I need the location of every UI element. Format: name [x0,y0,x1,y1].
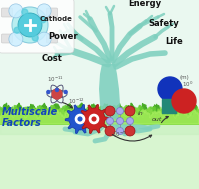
Polygon shape [79,105,109,133]
Polygon shape [99,64,120,119]
Bar [0,109,199,134]
Circle shape [105,106,115,116]
Circle shape [125,106,135,116]
Text: out: out [152,117,162,122]
Circle shape [125,126,135,136]
Circle shape [14,27,20,33]
Circle shape [127,118,134,125]
FancyBboxPatch shape [0,0,74,53]
FancyBboxPatch shape [1,34,13,43]
Text: $10^{-11}$: $10^{-11}$ [47,75,64,84]
Text: Cathode: Cathode [40,16,73,22]
Text: Safety: Safety [148,19,179,28]
Circle shape [78,117,82,121]
Bar [162,99,176,113]
FancyArrowPatch shape [112,135,152,141]
Text: $10^{0}$: $10^{0}$ [182,80,193,89]
Circle shape [106,118,113,125]
Text: Life: Life [165,37,183,46]
FancyBboxPatch shape [1,8,13,17]
Circle shape [9,32,23,46]
Text: Energy: Energy [128,0,161,8]
FancyArrowPatch shape [161,116,168,123]
Circle shape [172,89,196,113]
Circle shape [12,7,48,43]
Text: Cost: Cost [42,54,63,63]
Circle shape [40,17,46,23]
Circle shape [116,108,124,115]
Text: $10^{-12}$: $10^{-12}$ [68,97,85,106]
Circle shape [9,4,23,18]
Text: Factors: Factors [2,118,42,128]
Polygon shape [65,105,95,133]
Circle shape [56,88,59,91]
Circle shape [92,117,96,121]
Circle shape [47,91,50,94]
FancyBboxPatch shape [47,8,58,17]
Text: in: in [138,111,144,116]
Circle shape [32,35,38,41]
Circle shape [52,89,62,99]
Circle shape [116,118,124,125]
Text: Multiscale: Multiscale [2,107,58,117]
FancyArrowPatch shape [63,103,72,108]
Circle shape [116,128,124,135]
FancyBboxPatch shape [47,34,58,43]
Circle shape [75,114,85,124]
Text: Power: Power [48,32,78,41]
Circle shape [22,9,28,15]
Circle shape [158,77,182,101]
Text: $10^{-9}$: $10^{-9}$ [112,130,126,139]
Circle shape [105,126,115,136]
Circle shape [18,13,42,37]
Text: (m): (m) [180,75,190,80]
Circle shape [89,114,99,124]
Bar [0,121,199,189]
Circle shape [37,4,51,18]
Circle shape [64,91,67,94]
Circle shape [37,32,51,46]
